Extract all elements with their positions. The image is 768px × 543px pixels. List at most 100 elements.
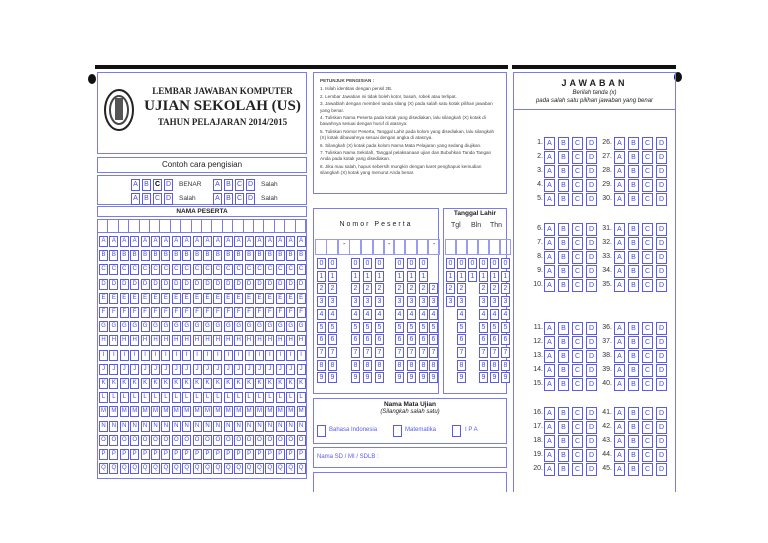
name-letter-bubble[interactable]: F [109, 307, 119, 318]
name-letter-bubble[interactable]: O [255, 434, 264, 446]
tanggal-digit-bubble[interactable]: 9 [490, 372, 499, 384]
name-letter-bubble[interactable]: N [286, 420, 296, 432]
name-letter-bubble[interactable]: H [275, 335, 285, 347]
name-letter-bubble[interactable]: I [140, 349, 150, 361]
answer-bubble[interactable]: A [614, 421, 625, 434]
nomor-digit-bubble[interactable]: 0 [395, 258, 404, 269]
answer-bubble[interactable]: B [558, 179, 569, 192]
nomor-digit-bubble[interactable]: 2 [419, 283, 428, 295]
answer-bubble[interactable]: D [586, 265, 597, 278]
answer-bubble[interactable]: B [628, 322, 639, 335]
answer-bubble[interactable]: C [572, 223, 583, 236]
name-letter-bubble[interactable]: N [182, 420, 192, 432]
name-letter-bubble[interactable]: P [255, 449, 264, 460]
name-letter-bubble[interactable]: J [223, 363, 233, 375]
name-letter-bubble[interactable]: H [213, 335, 223, 347]
name-entry-cell[interactable] [191, 220, 202, 233]
tanggal-digit-bubble[interactable]: 7 [479, 346, 488, 358]
name-letter-bubble[interactable]: I [99, 349, 108, 361]
tanggal-digit-bubble[interactable]: 5 [501, 321, 510, 333]
name-letter-bubble[interactable]: E [265, 292, 275, 304]
name-letter-bubble[interactable]: J [161, 363, 171, 375]
name-letter-bubble[interactable]: G [265, 321, 275, 333]
name-letter-bubble[interactable]: E [182, 292, 192, 304]
answer-bubble[interactable]: B [558, 223, 569, 236]
answer-bubble[interactable]: D [656, 435, 667, 448]
name-letter-bubble[interactable]: G [161, 321, 171, 333]
answer-bubble[interactable]: B [628, 364, 639, 377]
name-letter-bubble[interactable]: A [275, 236, 285, 247]
answer-bubble[interactable]: B [628, 179, 639, 192]
nomor-entry-cell[interactable] [383, 239, 395, 255]
name-letter-bubble[interactable]: A [151, 236, 160, 247]
name-letter-bubble[interactable]: G [99, 321, 108, 333]
tanggal-digit-bubble[interactable]: 7 [501, 346, 510, 358]
tanggal-digit-bubble[interactable]: 2 [501, 283, 510, 295]
answer-bubble[interactable]: C [642, 165, 653, 178]
name-letter-bubble[interactable]: O [286, 434, 296, 446]
name-letter-bubble[interactable]: L [244, 392, 254, 404]
answer-bubble[interactable]: C [572, 463, 583, 476]
tanggal-digit-bubble[interactable]: 5 [490, 321, 499, 333]
name-letter-bubble[interactable]: P [140, 449, 150, 460]
name-letter-bubble[interactable]: A [286, 236, 296, 247]
name-letter-bubble[interactable]: J [213, 363, 223, 375]
name-letter-bubble[interactable]: H [99, 335, 108, 347]
nomor-digit-bubble[interactable]: 4 [419, 308, 428, 320]
name-letter-bubble[interactable]: B [109, 250, 119, 262]
answer-bubble[interactable]: C [642, 435, 653, 448]
nomor-digit-bubble[interactable]: 6 [351, 334, 360, 346]
nomor-entry-cell[interactable] [427, 239, 439, 255]
answer-bubble[interactable]: C [642, 378, 653, 391]
name-letter-bubble[interactable]: L [286, 392, 296, 404]
name-letter-bubble[interactable]: C [171, 264, 181, 276]
name-letter-bubble[interactable]: I [192, 349, 202, 361]
name-letter-bubble[interactable]: P [213, 449, 223, 460]
name-letter-bubble[interactable]: Q [182, 463, 192, 475]
name-letter-bubble[interactable]: G [171, 321, 181, 333]
answer-bubble[interactable]: A [614, 364, 625, 377]
nomor-digit-bubble[interactable]: 6 [419, 334, 428, 346]
name-letter-bubble[interactable]: J [151, 363, 160, 375]
answer-bubble[interactable]: B [558, 364, 569, 377]
answer-bubble[interactable]: B [628, 223, 639, 236]
name-letter-bubble[interactable]: K [161, 378, 171, 389]
answer-bubble[interactable]: A [544, 421, 555, 434]
name-letter-bubble[interactable]: F [192, 307, 202, 318]
name-letter-bubble[interactable]: H [286, 335, 296, 347]
answer-bubble[interactable]: D [656, 279, 667, 292]
name-letter-bubble[interactable]: D [171, 278, 181, 290]
nomor-digit-bubble[interactable]: 2 [407, 283, 416, 295]
name-letter-bubble[interactable]: E [296, 292, 306, 304]
name-letter-bubble[interactable]: A [140, 236, 150, 247]
name-letter-bubble[interactable]: M [296, 406, 306, 418]
name-letter-bubble[interactable]: D [151, 278, 160, 290]
answer-bubble[interactable]: A [544, 279, 555, 292]
nomor-digit-bubble[interactable]: 4 [363, 308, 372, 320]
name-letter-bubble[interactable]: F [213, 307, 223, 318]
name-letter-bubble[interactable]: D [140, 278, 150, 290]
name-letter-bubble[interactable]: M [213, 406, 223, 418]
name-letter-bubble[interactable]: A [119, 236, 129, 247]
answer-bubble[interactable]: D [656, 223, 667, 236]
tanggal-digit-bubble[interactable]: 1 [490, 270, 499, 282]
nomor-entry-cell[interactable] [349, 239, 361, 255]
name-letter-bubble[interactable]: Q [119, 463, 129, 475]
name-letter-bubble[interactable]: L [161, 392, 171, 404]
nomor-digit-bubble[interactable]: 5 [429, 321, 438, 333]
answer-bubble[interactable]: B [628, 463, 639, 476]
answer-bubble[interactable]: A [614, 350, 625, 363]
name-letter-bubble[interactable]: D [265, 278, 275, 290]
name-letter-bubble[interactable]: P [130, 449, 140, 460]
name-letter-bubble[interactable]: L [151, 392, 160, 404]
name-letter-bubble[interactable]: L [99, 392, 108, 404]
name-letter-bubble[interactable]: E [213, 292, 223, 304]
name-letter-bubble[interactable]: K [255, 378, 264, 389]
name-entry-cell[interactable] [233, 220, 244, 233]
name-letter-bubble[interactable]: K [223, 378, 233, 389]
name-letter-bubble[interactable]: N [265, 420, 275, 432]
name-letter-bubble[interactable]: L [192, 392, 202, 404]
name-letter-bubble[interactable]: P [99, 449, 108, 460]
